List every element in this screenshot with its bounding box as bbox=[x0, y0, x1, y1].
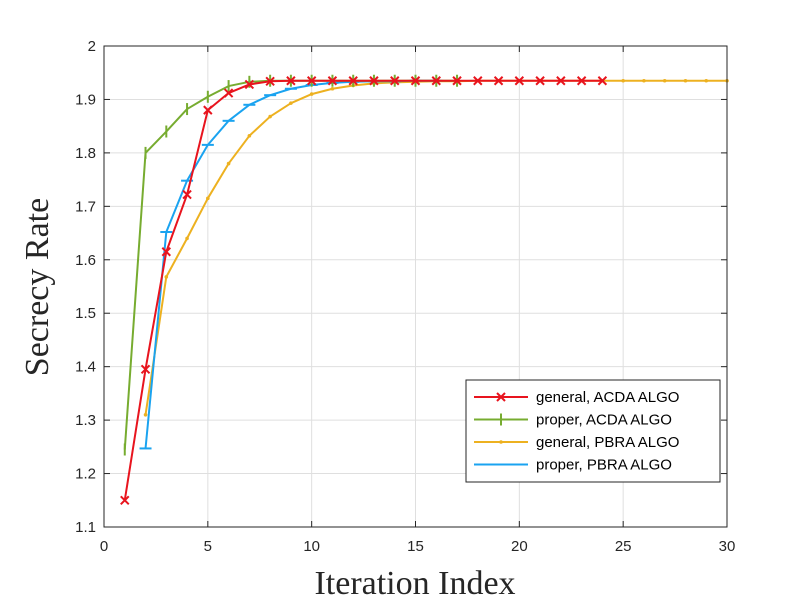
data-point-stroke bbox=[140, 364, 151, 375]
x-tick-label: 20 bbox=[511, 538, 528, 555]
y-tick-label: 1.8 bbox=[75, 145, 96, 162]
data-point-stroke bbox=[431, 76, 441, 86]
legend-label: general, ACDA ALGO bbox=[536, 389, 679, 406]
data-point-dot-marker bbox=[143, 412, 148, 417]
data-point-x-marker bbox=[410, 76, 421, 86]
data-point-x-marker bbox=[369, 76, 379, 86]
data-point-dot-marker bbox=[226, 161, 231, 166]
data-point-stroke bbox=[327, 76, 338, 86]
data-point-x-marker bbox=[348, 76, 358, 86]
legend: general, ACDA ALGO proper, ACDA ALGO gener… bbox=[465, 379, 721, 483]
data-point-dot-marker bbox=[309, 92, 314, 96]
legend-entry: proper, ACDA ALGO bbox=[474, 412, 672, 429]
data-point-dot-marker bbox=[185, 236, 189, 241]
data-point-stroke bbox=[496, 392, 506, 402]
y-tick-label: 1.2 bbox=[75, 466, 96, 483]
y-tick-label: 1.6 bbox=[75, 252, 96, 269]
data-point-stroke bbox=[514, 76, 525, 86]
data-point-x-marker bbox=[203, 105, 213, 115]
data-point-stroke bbox=[597, 76, 608, 86]
x-axis-title: Iteration Index bbox=[314, 565, 515, 602]
y-tick-label: 1.5 bbox=[75, 305, 96, 322]
data-point-stroke bbox=[286, 76, 296, 86]
data-point-x-marker bbox=[223, 88, 234, 98]
data-point-x-marker bbox=[244, 79, 255, 90]
x-tick-label: 25 bbox=[615, 538, 632, 555]
x-tick-label: 10 bbox=[303, 538, 320, 555]
data-point-x-marker bbox=[514, 76, 525, 86]
data-point-dot-marker bbox=[247, 133, 252, 138]
data-point-x-marker bbox=[473, 76, 483, 86]
data-point-stroke bbox=[493, 76, 504, 86]
data-point-stroke bbox=[203, 105, 213, 115]
data-point-stroke bbox=[369, 76, 379, 86]
y-tick-label: 2 bbox=[88, 38, 96, 55]
data-point-x-marker bbox=[120, 495, 130, 505]
data-point-x-marker bbox=[161, 247, 172, 257]
data-point-stroke bbox=[223, 88, 234, 98]
y-tick-label: 1.4 bbox=[75, 359, 96, 376]
y-tick-label: 1.9 bbox=[75, 91, 96, 108]
data-point-x-marker bbox=[493, 76, 504, 86]
data-point-x-marker bbox=[535, 76, 545, 86]
legend-entry: proper, PBRA ALGO bbox=[474, 457, 672, 474]
data-point-dot-marker bbox=[662, 78, 667, 83]
data-point-x-marker bbox=[496, 392, 506, 402]
data-point-dot-marker bbox=[268, 114, 272, 119]
y-axis-title: Secrecy Rate bbox=[19, 198, 56, 376]
data-point-x-marker bbox=[576, 76, 587, 86]
legend-label: proper, PBRA ALGO bbox=[536, 457, 672, 474]
y-tick-label: 1.7 bbox=[75, 198, 96, 215]
x-tick-label: 30 bbox=[719, 538, 736, 555]
data-point-x-marker bbox=[556, 76, 566, 86]
data-point-dot-marker bbox=[683, 78, 688, 83]
data-point-dot-marker bbox=[499, 440, 503, 444]
data-point-x-marker bbox=[182, 189, 192, 200]
series-line bbox=[123, 79, 603, 501]
data-point-stroke bbox=[556, 76, 566, 86]
data-point-x-marker bbox=[286, 76, 296, 86]
data-point-dot-marker bbox=[621, 78, 625, 83]
data-point-stroke bbox=[390, 76, 400, 86]
series-general-acda-algo bbox=[120, 76, 608, 505]
data-point-x-marker bbox=[306, 76, 317, 86]
data-point-stroke bbox=[410, 76, 421, 86]
data-point-stroke bbox=[265, 76, 275, 86]
x-tick-label: 15 bbox=[407, 538, 424, 555]
data-point-x-marker bbox=[140, 364, 151, 375]
y-tick-label: 1.3 bbox=[75, 412, 96, 429]
data-point-dot-marker bbox=[642, 78, 646, 83]
legend-label: general, PBRA ALGO bbox=[536, 434, 679, 451]
data-point-stroke bbox=[452, 76, 462, 86]
data-point-x-marker bbox=[597, 76, 608, 86]
data-point-stroke bbox=[120, 495, 130, 505]
legend-entry: general, ACDA ALGO bbox=[474, 389, 679, 406]
data-point-stroke bbox=[182, 189, 192, 200]
axis-ticks: 0 5 10 15 20 25 30 1.1 1.2 1.3 1.4 1.5 1.6 1.7 1.8 1.9 2 bbox=[75, 38, 735, 555]
data-point-stroke bbox=[535, 76, 545, 86]
data-point-x-marker bbox=[431, 76, 441, 86]
data-point-dot-marker bbox=[206, 196, 210, 201]
data-point-dot-marker bbox=[704, 78, 709, 83]
data-point-stroke bbox=[348, 76, 358, 86]
data-point-stroke bbox=[306, 76, 317, 86]
data-point-x-marker bbox=[452, 76, 462, 86]
x-tick-label: 0 bbox=[100, 538, 108, 555]
legend-label: proper, ACDA ALGO bbox=[536, 412, 672, 429]
data-series bbox=[120, 74, 729, 505]
data-point-x-marker bbox=[265, 76, 275, 86]
data-point-dot-marker bbox=[289, 101, 293, 105]
y-tick-label: 1.1 bbox=[75, 519, 96, 536]
data-point-stroke bbox=[473, 76, 483, 86]
data-point-x-marker bbox=[327, 76, 338, 86]
data-point-stroke bbox=[576, 76, 587, 86]
x-tick-label: 5 bbox=[204, 538, 212, 555]
data-point-dot-marker bbox=[164, 275, 169, 279]
data-point-stroke bbox=[244, 79, 255, 90]
data-point-x-marker bbox=[390, 76, 400, 86]
data-point-stroke bbox=[161, 247, 172, 257]
data-point-dot-marker bbox=[330, 86, 335, 91]
legend-entry: general, PBRA ALGO bbox=[474, 434, 679, 451]
